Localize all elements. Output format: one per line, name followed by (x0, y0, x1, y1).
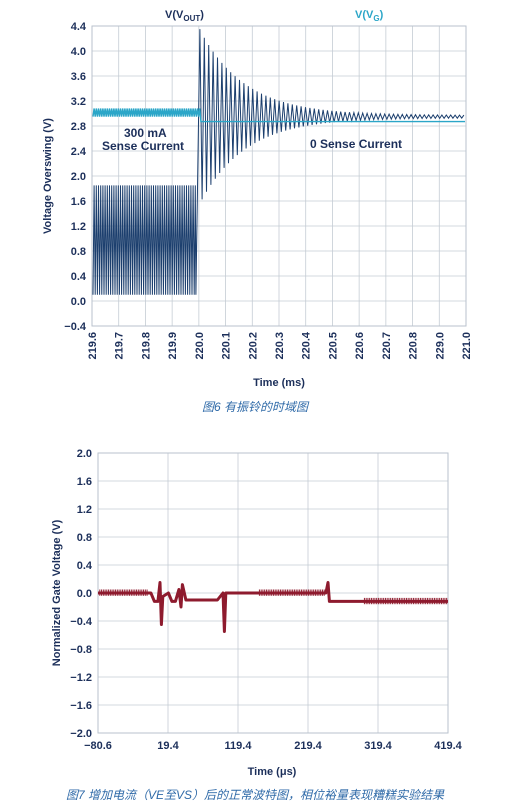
chart1-x-tick-label: 219.8 (140, 332, 152, 360)
chart2-x-ticks: −80.6 19.4 119.4 219.4 319.4 419.4 (84, 740, 463, 752)
chart1-x-tick-label: 221.0 (461, 332, 473, 360)
chart2-y-tick-label: 0.4 (77, 560, 93, 572)
chart1-y-tick-label: 4.4 (71, 21, 87, 33)
chart1-title-vg: V(VG) (355, 9, 384, 23)
chart1-plot-frame (91, 25, 467, 327)
chart2-y-tick-label: −1.2 (70, 672, 92, 684)
chart1-title-vg-sub: G (373, 14, 379, 23)
chart2-x-tick-label: 419.4 (434, 740, 462, 752)
chart2-y-tick-label: −0.8 (70, 644, 92, 656)
chart1-y-tick-label: 0.4 (71, 271, 87, 283)
chart2-y-tick-label: 1.6 (77, 476, 92, 488)
chart1-x-axis-label: Time (ms) (253, 377, 305, 389)
chart1-annotation-left-1: 300 mA (124, 126, 167, 140)
chart2-x-tick-label: 119.4 (225, 740, 253, 752)
chart-1: V(VOUT) V(VG) 4.44.03.63.22.82.42.01.61.… (42, 9, 473, 414)
chart1-title-vout-close: ) (200, 9, 204, 21)
chart1-x-tick-label: 219.6 (87, 332, 99, 360)
chart2-x-axis-label: Time (μs) (248, 766, 297, 778)
chart2-y-tick-label: 0.8 (77, 532, 92, 544)
chart2-series-gate-voltage (98, 581, 448, 633)
chart2-x-tick-label: 219.4 (294, 740, 322, 752)
chart1-annotation-right: 0 Sense Current (310, 137, 402, 151)
chart1-x-tick-label: 219.7 (114, 332, 126, 360)
chart1-y-tick-label: 3.6 (71, 71, 86, 83)
chart1-title-vout-main: V(V (165, 9, 184, 21)
chart1-x-tick-label: 219.9 (167, 332, 179, 360)
chart2-x-tick-label: 319.4 (364, 740, 392, 752)
chart1-x-tick-label: 220.3 (274, 332, 286, 360)
chart2-y-tick-label: −2.0 (70, 728, 92, 740)
chart2-y-tick-label: −0.4 (70, 616, 93, 628)
chart1-y-tick-label: 2.8 (71, 121, 86, 133)
chart1-y-tick-label: 1.2 (71, 221, 86, 233)
chart1-x-tick-label: 229.0 (434, 332, 446, 360)
chart1-caption: 图6 有振铃的时域图 (202, 400, 310, 414)
chart1-y-tick-label: 3.2 (71, 96, 86, 108)
chart1-title-vg-close: ) (380, 9, 384, 21)
chart1-x-tick-label: 220.2 (247, 332, 259, 360)
chart2-y-ticks: 2.0 1.6 1.2 0.8 0.4 0.0 −0.4 −0.8 −1.2 −1.6 −2.0 (70, 448, 93, 740)
chart2-series (98, 581, 448, 633)
chart1-title-vout: V(VOUT) (165, 9, 204, 23)
chart2-y-tick-label: −1.6 (70, 700, 92, 712)
chart1-x-ticks: 219.6 219.7 219.8 219.9 220.0 220.1 220.2 220.3… (87, 331, 473, 359)
chart1-y-tick-label: 2.4 (71, 146, 87, 158)
chart1-x-tick-label: 220.6 (354, 332, 366, 360)
chart1-x-tick-label: 220.4 (301, 331, 313, 359)
chart2-y-tick-label: 0.0 (77, 588, 92, 600)
chart1-x-tick-label: 220.8 (408, 332, 420, 360)
chart1-x-tick-label: 220.0 (194, 332, 206, 360)
chart1-title-vg-main: V(V (355, 9, 374, 21)
chart1-y-axis-label: Voltage Overswing (V) (42, 118, 54, 234)
chart1-y-tick-label: 2.0 (71, 171, 86, 183)
chart2-x-tick-label: 19.4 (157, 740, 179, 752)
chart1-y-tick-label: 0.8 (71, 246, 86, 258)
chart1-series-vout (92, 29, 465, 295)
chart2-caption: 图7 增加电流（VE至VS）后的正常波特图，相位裕量表现糟糕实验结果 (66, 788, 445, 802)
chart2-y-axis-label: Normalized Gate Voltage (V) (51, 519, 63, 666)
chart2-y-tick-label: 1.2 (77, 504, 92, 516)
chart1-y-tick-label: 0.0 (71, 296, 86, 308)
chart1-x-tick-label: 220.7 (381, 332, 393, 360)
chart1-x-tick-label: 220.1 (221, 332, 233, 360)
chart1-y-tick-label: 1.6 (71, 196, 86, 208)
chart-2: 2.0 1.6 1.2 0.8 0.4 0.0 −0.4 −0.8 −1.2 −1.6 −2.0 −… (51, 448, 463, 802)
chart1-y-tick-label: 4.0 (71, 46, 86, 58)
chart1-title-vout-sub: OUT (183, 14, 200, 23)
chart1-series (92, 29, 465, 295)
chart2-y-tick-label: 2.0 (77, 448, 92, 460)
chart1-annotation-left-2: Sense Current (102, 139, 184, 153)
chart1-y-tick-label: −0.4 (64, 321, 87, 333)
chart1-x-tick-label: 220.5 (327, 332, 339, 360)
chart2-gridlines (97, 452, 449, 734)
chart1-series-vg (92, 108, 465, 123)
chart1-y-ticks: 4.4 4.0 3.6 3.2 2.8 2.4 2.0 1.6 1.2 0.8 0.4 0.0 −0.4 (64, 21, 87, 333)
chart2-x-tick-label: −80.6 (84, 740, 112, 752)
